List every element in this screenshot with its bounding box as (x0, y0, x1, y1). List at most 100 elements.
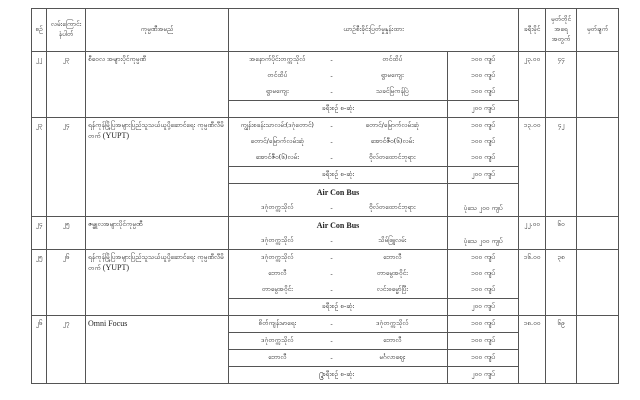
segment-dash: - (330, 204, 333, 212)
segment-fare: ၁၀၀ ကျပ် (446, 332, 520, 350)
table-row: ၂၃ ၂၄ ရန်ကုန်မြို့ပြအများပြည်သူသယ်ယူပို့ဆေ… (31, 117, 620, 217)
segment-to: လင်းဓမ္မော်ပြီး (376, 285, 408, 293)
segment-dash: - (330, 138, 333, 146)
aircon-label: Air Con Bus (228, 183, 448, 200)
table-row: တောင်/မြောက်လမ်းဆုံ - အောင်ဇီဝ(၆)လမ်း ၁၀၀ က… (32, 134, 619, 150)
line-number: ၂၄ (46, 117, 86, 217)
trips: ၄၄ (545, 51, 578, 118)
header-distance: ခရီးမိုင် (518, 8, 547, 52)
header-company: ကုမ္ပဏီအမည် (85, 8, 229, 52)
table-row: ၂၄ ၂၅ ဇမ္ဗူလအများပိုင်ကုမ္ပဏီ Air Con Bus ပု… (31, 216, 620, 250)
segment-to: ဒဂုံတက္ကသိုလ် (337, 315, 448, 333)
segment-dash: - (330, 237, 333, 245)
distance: ၁၆.၀၀ (518, 249, 547, 316)
segment-fare: ၁၀၀ ကျပ် (446, 266, 520, 282)
segment-dash: - (330, 72, 333, 80)
segment-to: တောင်/မြောက်လမ်းဆုံ (337, 117, 448, 134)
segment-from: တင်ထိပ် (267, 71, 288, 79)
segment-to: အောင်ဇီဝ(၆)လမ်း (370, 137, 414, 145)
aircon-from: ဒဂုံတက္ကသိုလ် (261, 236, 294, 244)
table-body: ၂၂ ၂၃ စီဝေလ အများပိုင်ကုမ္ပဏီ အနောက်ပိုင်းတ… (31, 51, 620, 384)
aircon-to: သိမ်ဖြူလမ်း (378, 236, 407, 244)
header-route: ယာဉ်စီးခိုင်းပြတ်မှုနှုန်းထား (227, 8, 520, 52)
table-row: တာမွေအဝိုင်း - လင်းဓမ္မော်ပြီး ၁၀၀ ကျပ် (32, 282, 619, 299)
total-fare: ၂၀၀ ကျပ် (446, 166, 520, 184)
segment-to: တင်ထိပ် (337, 51, 448, 68)
line-number: ၂၆ (46, 249, 86, 316)
company-abbrev: (YUPT) (102, 131, 129, 140)
segment-fare: ၁၀၀ ကျပ် (446, 315, 520, 333)
header-no: စဉ် (31, 8, 47, 52)
company-name-text: ရန်ကုန်မြို့ပြအများပြည်သူသယ်ယူပို့ဆောင်ရ… (88, 121, 224, 140)
total-label: ခရီးစဉ် စ-ဆုံး (228, 298, 448, 316)
total-label: ခရီးစဉ် စ-ဆုံး (228, 166, 448, 184)
table-row: ၂၆ ၂၇ Omni Focus စိတ်ကျန်းမာရေး - ဒဂုံတက္ကသို… (31, 315, 620, 384)
segment-dash: - (325, 315, 338, 333)
remarks (576, 117, 620, 217)
segment-to: ဘောလီ (337, 332, 448, 350)
total-fare: ၂၀၀ ကျပ် (446, 366, 520, 384)
table-row: ခရီးစဉ် စ-ဆုံး ၂၀၀ ကျပ် (32, 166, 619, 184)
table-row: တင်ထိပ် - ရွာမကျေး ၁၀၀ ကျပ် (32, 68, 619, 84)
header-trips: မှတ်တိုင် အရေ အတွက် (545, 8, 578, 52)
remarks (576, 315, 620, 384)
table-row: ဒဂုံတက္ကသိုလ် - သိမ်ဖြူလမ်း (32, 233, 619, 250)
segment-to: တာမွေအဝိုင်း (376, 269, 408, 277)
segment-to: ရွာမကျေး (380, 71, 404, 79)
trips: ၄၂ (545, 117, 578, 217)
distance: ၁၈.၀၀ (518, 315, 547, 384)
distance: ၁၃.၀၀ (518, 117, 547, 217)
segment-from: တောင်/မြောက်လမ်းဆုံ (250, 137, 305, 145)
distance: ၂၃.၀၀ (518, 51, 547, 118)
table-row: ရွာမကျေး - သခင်မြကန်ပြဲ ၁၀၀ ကျပ် (32, 84, 619, 101)
segment-fare: ၁၀၀ ကျပ် (446, 68, 520, 84)
aircon-fare: ပုံသေ ၂၀၀ ကျပ် (446, 216, 520, 250)
trips: ၆၀ (545, 216, 578, 250)
table-row: ခရီးစဉ် စ-ဆုံး ၂၀၀ ကျပ် (32, 100, 619, 118)
table-row: Air Con Bus ပုံသေ ၂၀၀ ကျပ် (32, 183, 619, 217)
header-line-no: လမ်းကြောင်း နံပါတ် (46, 8, 86, 52)
segment-fare: ၁၀၀ ကျပ် (446, 349, 520, 367)
segment-dash: - (325, 249, 338, 266)
segment-to: မင်္ဂလာဈေး (337, 349, 448, 367)
remarks (576, 249, 620, 316)
company-name-text: ရန်ကုန်မြို့ပြအများပြည်သူသယ်ယူပို့ဆောင်ရ… (88, 253, 224, 272)
segment-dash: - (325, 349, 338, 367)
page-number: ၆ (319, 373, 325, 383)
aircon-fare: ပုံသေ ၂၀၀ ကျပ် (446, 183, 520, 217)
row-number: ၂၅ (31, 249, 47, 316)
segment-dash: - (325, 117, 338, 134)
table-row: ဒဂုံတက္ကသိုလ် - ဘောလီ ၁၀၀ ကျပ် (32, 332, 619, 350)
segment-fare: ၁၀၀ ကျပ် (446, 282, 520, 299)
trips: ၃၈ (545, 249, 578, 316)
segment-from: ဘောလီ (268, 269, 287, 277)
table-row: ဒဂုံတက္ကသိုလ် - ဗိုလ်တထောင်ဘုရား (32, 200, 619, 217)
segment-dash: - (325, 332, 338, 350)
company-name-text: ဇမ္ဗူလအများပိုင်ကုမ္ပဏီ (88, 220, 143, 228)
segment-dash: - (330, 286, 333, 294)
company-abbrev: (YUPT) (102, 263, 129, 272)
aircon-label: Air Con Bus (228, 216, 448, 233)
header-remarks: မှတ်ချက် (576, 8, 620, 52)
line-number: ၂၇ (46, 315, 86, 384)
company-name-text: Omni Focus (88, 319, 128, 328)
company-name: Omni Focus (85, 315, 229, 384)
table-row: ၂၅ ၂၆ ရန်ကုန်မြို့ပြအများပြည်သူသယ်ယူပို့ဆေ… (31, 249, 620, 316)
table-row: ခရီးစဉ် စ-ဆုံး ၂၀၀ ကျပ် (32, 298, 619, 316)
company-name: ဇမ္ဗူလအများပိုင်ကုမ္ပဏီ (85, 216, 229, 250)
company-name: ရန်ကုန်မြို့ပြအများပြည်သူသယ်ယူပို့ဆောင်ရ… (85, 249, 229, 316)
line-number: ၂၅ (46, 216, 86, 250)
header-row: စဉ် လမ်းကြောင်း နံပါတ် ကုမ္ပဏီအမည် ယာဉ်စ… (31, 8, 620, 52)
segment-to: ဗိုလ်တထောင်ဘုရား (368, 153, 416, 161)
segment-dash: - (330, 270, 333, 278)
total-fare: ၂၀၀ ကျပ် (446, 298, 520, 316)
remarks (576, 216, 620, 250)
segment-from: ဒဂုံတက္ကသိုလ် (228, 249, 326, 266)
trips: ၆၉ (545, 315, 578, 384)
segment-fare: ၁၀၀ ကျပ် (446, 134, 520, 150)
company-name: ရန်ကုန်မြို့ပြအများပြည်သူသယ်ယူပို့ဆောင်ရ… (85, 117, 229, 217)
segment-from: ကျွန်းစခန်းသာလမ်း(ဒဂုံတောင်) (228, 117, 326, 134)
segment-fare: ၁၀၀ ကျပ် (446, 84, 520, 101)
table-row: ၂၂ ၂၃ စီဝေလ အများပိုင်ကုမ္ပဏီ အနောက်ပိုင်းတ… (31, 51, 620, 118)
total-label: ခရီးစဉ် စ-ဆုံး (228, 100, 448, 118)
